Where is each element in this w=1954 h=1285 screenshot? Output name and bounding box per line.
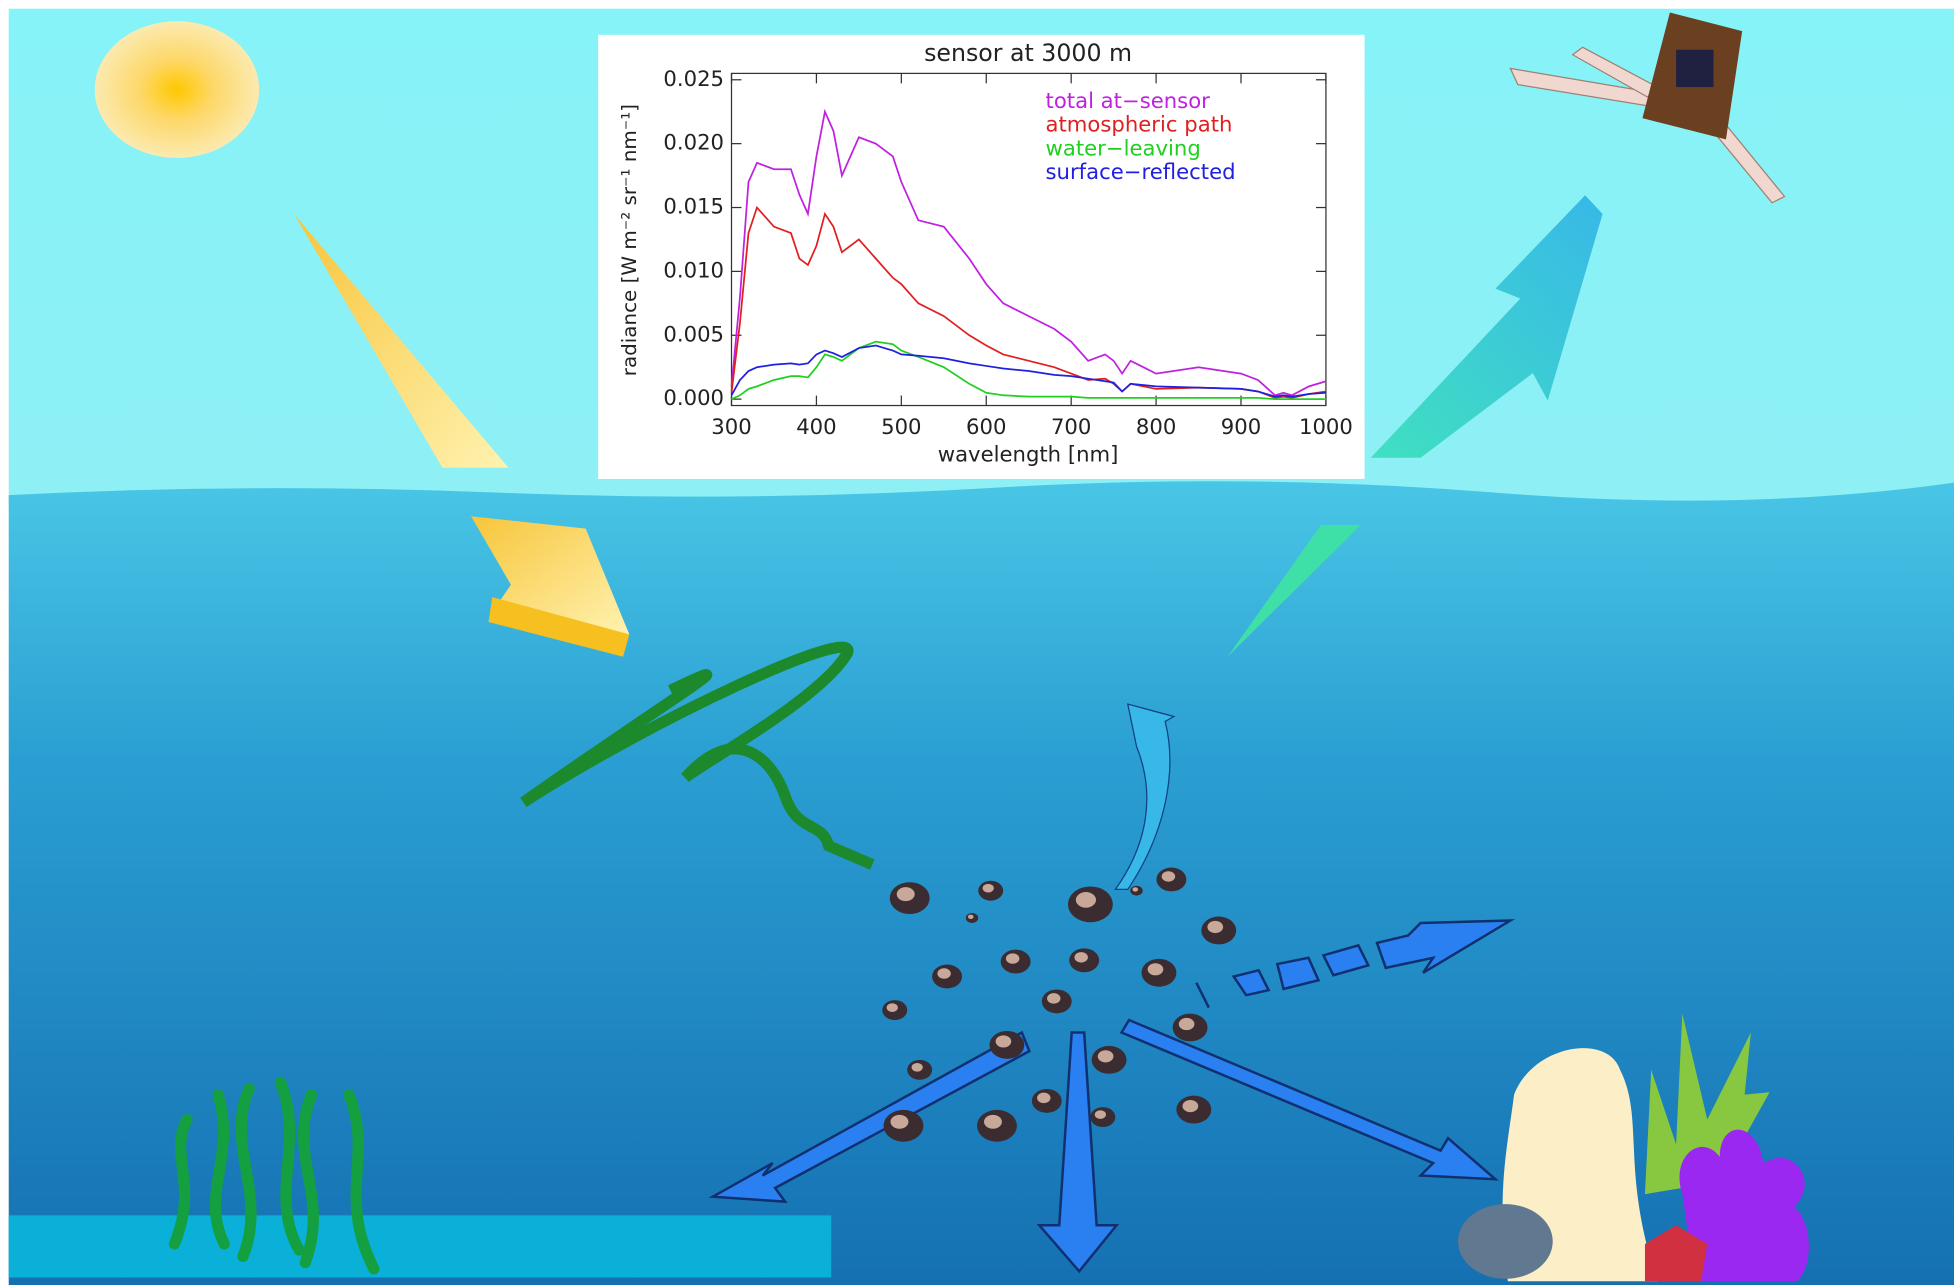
shape — [1227, 524, 1361, 657]
particle-highlight — [1182, 1100, 1199, 1113]
y-tick-label: 0.010 — [663, 257, 724, 282]
x-tick-label: 300 — [711, 414, 751, 439]
particle-highlight — [1207, 920, 1224, 934]
particle-highlight — [1094, 1110, 1106, 1119]
shape — [235, 1082, 257, 1262]
shape — [1679, 1129, 1809, 1282]
y-tick-label: 0.020 — [663, 130, 724, 155]
legend-entry: surface−reflected — [1046, 159, 1236, 184]
legend-entry: total at−sensor — [1046, 88, 1211, 113]
particle-highlight — [937, 968, 951, 979]
shape — [1036, 1031, 1120, 1274]
particle-highlight — [911, 1062, 923, 1072]
particle-highlight — [1047, 993, 1061, 1004]
particle-highlight — [982, 883, 994, 893]
shape — [209, 1089, 230, 1250]
shape — [1676, 49, 1714, 88]
data-line — [730, 108, 1327, 397]
satellite — [1509, 12, 1786, 204]
shape — [520, 641, 875, 870]
particle-highlight — [1132, 887, 1139, 892]
shape — [274, 1076, 305, 1256]
particle-highlight — [995, 1035, 1012, 1048]
particle-highlight — [1005, 953, 1020, 964]
seagrass — [168, 1076, 380, 1275]
shape — [8, 1215, 832, 1278]
x-tick-label: 900 — [1221, 414, 1261, 439]
shape — [94, 21, 260, 158]
x-tick-label: 500 — [881, 414, 921, 439]
particle-highlight — [1074, 952, 1088, 963]
shape — [520, 669, 713, 807]
legend-entry: water−leaving — [1046, 135, 1201, 160]
arrows — [294, 195, 1603, 1274]
shape — [294, 213, 509, 468]
chart: sensor at 3000 m wavelength [nm] radianc… — [598, 34, 1365, 479]
shape — [1370, 195, 1603, 458]
x-tick-label: 400 — [796, 414, 836, 439]
x-tick-label: 700 — [1051, 414, 1091, 439]
shape — [708, 1030, 1031, 1204]
y-tick-label: 0.005 — [663, 321, 724, 346]
plot-frame — [730, 72, 1327, 407]
particle-highlight — [896, 887, 915, 902]
data-line — [730, 344, 1326, 398]
particles — [882, 867, 1237, 1142]
data-line — [731, 340, 1326, 401]
shape — [1644, 1013, 1770, 1195]
shape — [488, 597, 630, 657]
shape — [1119, 1018, 1499, 1181]
y-axis-label: radiance [W m⁻² sr⁻¹ nm⁻¹] — [618, 104, 641, 376]
y-tick-label: 0.025 — [663, 66, 724, 91]
legend-entry: atmospheric path — [1046, 112, 1233, 137]
shape — [168, 1113, 193, 1250]
particle-highlight — [1178, 1017, 1195, 1031]
particle-highlight — [1147, 963, 1164, 976]
particle-highlight — [983, 1114, 1002, 1129]
particle-highlight — [1075, 892, 1097, 908]
shape — [8, 481, 1954, 1285]
shape — [343, 1089, 380, 1275]
particle-highlight — [1037, 1092, 1051, 1104]
shape — [1195, 919, 1516, 1009]
x-tick-label: 1000 — [1299, 414, 1353, 439]
particle-highlight — [890, 1114, 909, 1129]
shape — [1114, 703, 1176, 891]
chart-title: sensor at 3000 m — [924, 39, 1132, 67]
shape — [1644, 1225, 1708, 1282]
coral — [1458, 1013, 1809, 1282]
sun — [94, 21, 260, 158]
x-tick-label: 600 — [966, 414, 1006, 439]
shape — [1571, 46, 1659, 98]
particle-highlight — [967, 914, 974, 919]
x-tick-label: 800 — [1136, 414, 1176, 439]
particle-highlight — [886, 1003, 898, 1012]
x-axis-label: wavelength [nm] — [938, 441, 1119, 466]
y-tick-label: 0.015 — [663, 194, 724, 219]
particle-highlight — [1161, 871, 1176, 882]
shape — [1458, 1204, 1553, 1279]
y-tick-label: 0.000 — [663, 385, 724, 410]
particle-highlight — [1097, 1050, 1114, 1063]
shape — [298, 1089, 319, 1269]
